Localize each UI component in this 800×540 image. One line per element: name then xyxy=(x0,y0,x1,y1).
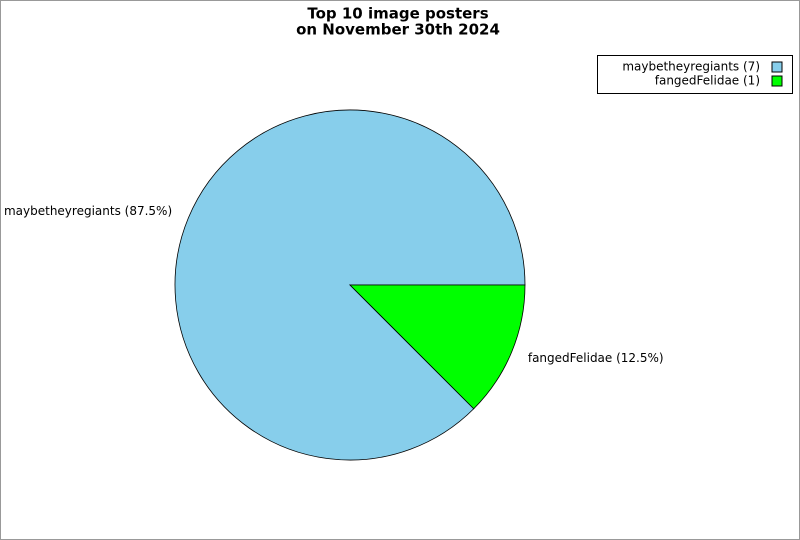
slice-label: maybetheyregiants (87.5%) xyxy=(4,204,172,218)
legend-label: fangedFelidae (1) xyxy=(655,74,760,88)
slice-label: fangedFelidae (12.5%) xyxy=(528,351,664,365)
legend-swatch xyxy=(771,61,783,73)
chart-title: on November 30th 2024 xyxy=(296,21,500,39)
legend-label: maybetheyregiants (7) xyxy=(622,60,760,74)
legend-box xyxy=(597,55,793,94)
legend-swatch xyxy=(771,75,783,87)
chart-title: Top 10 image posters xyxy=(307,5,488,23)
pie-slice xyxy=(349,284,526,410)
